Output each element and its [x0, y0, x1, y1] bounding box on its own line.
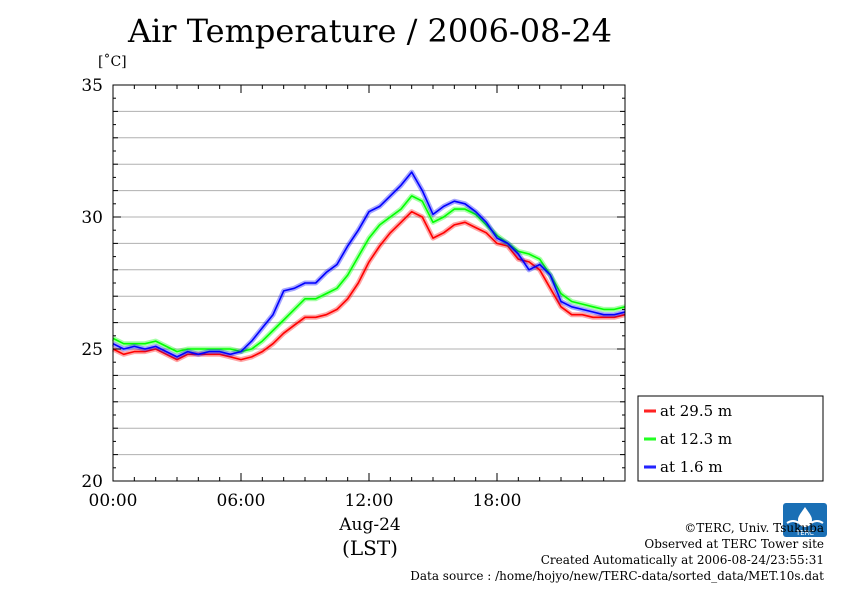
created-text: Created Automatically at 2006-08-24/23:5…: [540, 553, 824, 567]
copyright-text: ©TERC, Univ. Tsukuba: [684, 521, 824, 535]
legend-label: at 29.5 m: [660, 402, 732, 420]
logo-text: TERC: [795, 529, 814, 537]
x-tick-label: 12:00: [345, 491, 394, 511]
y-tick-label: 20: [81, 472, 103, 492]
x-tick-label: 06:00: [217, 491, 266, 511]
terc-logo-icon: TERC: [783, 503, 827, 537]
observed-text: Observed at TERC Tower site: [644, 537, 824, 551]
x-tick-label: 00:00: [89, 491, 138, 511]
data-source-text: Data source : /home/hojyo/new/TERC-data/…: [410, 569, 824, 583]
series-line: [112, 195, 626, 353]
y-tick-label: 25: [81, 340, 103, 360]
axis-ticks: 20 25 30 35 00:00 06:00 12:00 18:00: [81, 76, 626, 511]
y-tick-label: 35: [81, 76, 103, 96]
x-axis-timezone-label: (LST): [342, 536, 398, 560]
x-tick-label: 18:00: [473, 491, 522, 511]
legend-box: [637, 395, 824, 482]
legend: at 29.5 m at 12.3 m at 1.6 m: [637, 395, 824, 482]
legend-label: at 12.3 m: [660, 430, 732, 448]
chart-title: Air Temperature / 2006-08-24: [127, 12, 613, 50]
y-axis-unit-label: [˚C]: [98, 54, 127, 70]
y-tick-label: 30: [81, 208, 103, 228]
legend-label: at 1.6 m: [660, 458, 723, 476]
terc-logo: TERC: [783, 503, 827, 541]
series-line: [112, 210, 626, 361]
series-lines: [111, 169, 626, 363]
series-line: [112, 171, 626, 358]
x-axis-date-label: Aug-24: [339, 515, 401, 535]
credits-block: ©TERC, Univ. Tsukuba Observed at TERC To…: [410, 520, 824, 584]
